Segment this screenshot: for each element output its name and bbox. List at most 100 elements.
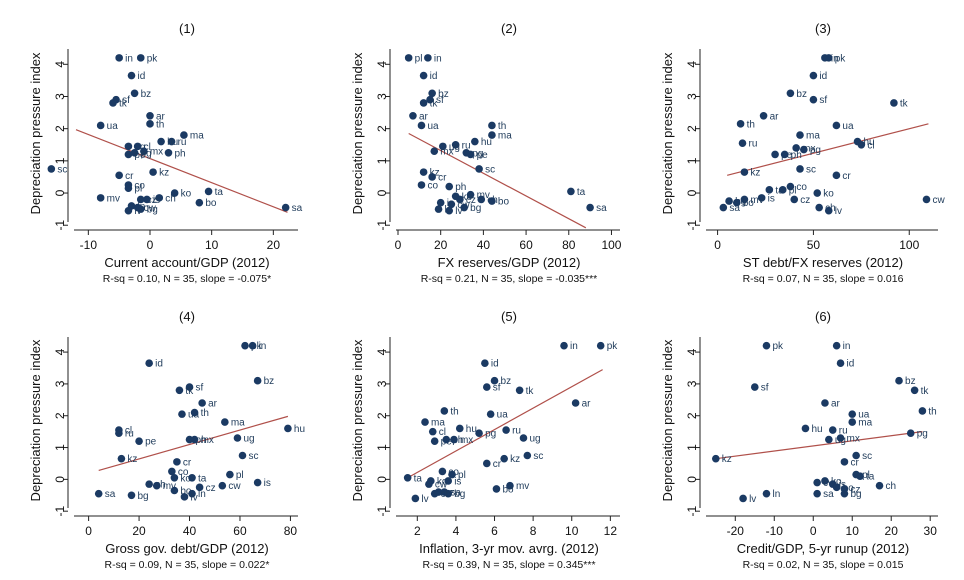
fit-line [727, 123, 929, 176]
point-label: pg [810, 145, 821, 156]
point-label: mv [163, 481, 176, 492]
y-tick-label: -1 [53, 220, 67, 231]
y-tick-label: 0 [685, 189, 699, 196]
data-point [155, 194, 164, 202]
point-label: mx [440, 147, 453, 158]
data-point [815, 203, 823, 212]
data-point [740, 168, 749, 176]
data-point [800, 145, 808, 154]
data-point [188, 489, 196, 498]
stats-note: R-sq = 0.39, N = 35, slope = 0.345*** [422, 559, 595, 571]
point-label: pg [141, 148, 152, 159]
point-label: cr [125, 171, 134, 182]
data-point [96, 194, 105, 202]
data-point [890, 99, 898, 107]
point-label: ko [437, 476, 448, 487]
point-label: ko [831, 476, 842, 487]
point-label: lv [134, 206, 141, 217]
point-label: bg [470, 203, 481, 214]
data-point [825, 435, 833, 444]
data-point [428, 89, 436, 98]
stats-note: R-sq = 0.07, N = 35, slope = 0.016 [743, 273, 904, 285]
x-tick-label: 80 [562, 238, 576, 252]
point-label: hu [481, 137, 492, 148]
data-point [135, 437, 143, 445]
x-tick-label: 0 [147, 238, 154, 252]
data-point [146, 120, 154, 128]
data-point [762, 341, 771, 350]
point-label: cr [183, 457, 192, 468]
data-point [124, 206, 133, 215]
point-label: th [156, 119, 164, 130]
data-point [436, 198, 445, 207]
point-label: mx [460, 435, 473, 446]
y-tick-label: -1 [375, 506, 389, 517]
x-tick-label: 0 [85, 524, 92, 538]
x-tick-label: 20 [885, 524, 899, 538]
point-label: ar [208, 399, 218, 410]
data-point [173, 458, 181, 466]
stats-note: R-sq = 0.21, N = 35, slope = -0.035*** [421, 273, 598, 285]
data-point [238, 451, 247, 460]
point-label: cw [435, 480, 448, 491]
data-point [430, 489, 439, 498]
point-label: id [430, 71, 438, 82]
data-point [409, 112, 417, 120]
point-label: bo [502, 484, 514, 495]
point-label: sa [105, 489, 116, 500]
stats-note: R-sq = 0.10, N = 35, slope = -0.075* [103, 273, 271, 285]
point-label: sf [493, 383, 501, 394]
data-point [195, 198, 204, 207]
y-tick-label: 3 [685, 380, 699, 387]
data-point [204, 187, 213, 196]
point-label: co [427, 180, 438, 191]
point-label: bz [501, 376, 512, 387]
point-label: pe [477, 150, 489, 161]
y-tick-label: 1 [685, 157, 699, 164]
data-point [477, 195, 486, 204]
x-tick-label: 100 [601, 238, 621, 252]
x-tick-label: 6 [491, 524, 498, 538]
data-point [732, 198, 741, 207]
data-point [130, 149, 139, 157]
data-point [175, 386, 184, 395]
data-point [757, 194, 766, 202]
point-label: cl [867, 140, 874, 151]
data-point [840, 458, 849, 466]
point-label: pk [607, 341, 619, 352]
point-label: ln [198, 489, 206, 500]
y-tick-label: 1 [375, 444, 389, 451]
point-label: pk [772, 341, 784, 352]
data-point [417, 121, 426, 130]
point-label: tk [526, 386, 535, 397]
fit-line [98, 415, 289, 472]
point-label: sc [806, 164, 816, 175]
data-point [852, 451, 860, 460]
data-point [738, 139, 747, 147]
point-label: mv [516, 481, 529, 492]
data-point [425, 480, 433, 488]
point-label: hu [811, 424, 822, 435]
point-label: ko [181, 189, 192, 200]
y-axis-label: Depreciation pressure index [350, 52, 365, 214]
point-label: sa [823, 489, 834, 500]
data-point [856, 472, 864, 480]
x-axis-label: Inflation, 3-yr mov. avrg. (2012) [419, 541, 599, 556]
y-tick-label: 4 [375, 348, 389, 355]
point-label: hu [864, 137, 875, 148]
data-point [226, 470, 234, 479]
data-point [198, 399, 206, 407]
y-tick-label: 1 [685, 444, 699, 451]
point-label: cw [933, 195, 946, 206]
data-point [740, 195, 749, 204]
point-label: ar [419, 111, 429, 122]
x-tick-label: 100 [899, 238, 919, 252]
point-label: ta [215, 187, 224, 198]
x-tick-label: 2 [414, 524, 421, 538]
point-label: th [201, 408, 209, 419]
point-label: bo [743, 198, 755, 209]
data-point [221, 418, 229, 426]
point-label: th [928, 406, 936, 417]
data-point [241, 341, 249, 350]
point-label: ch [886, 481, 897, 492]
